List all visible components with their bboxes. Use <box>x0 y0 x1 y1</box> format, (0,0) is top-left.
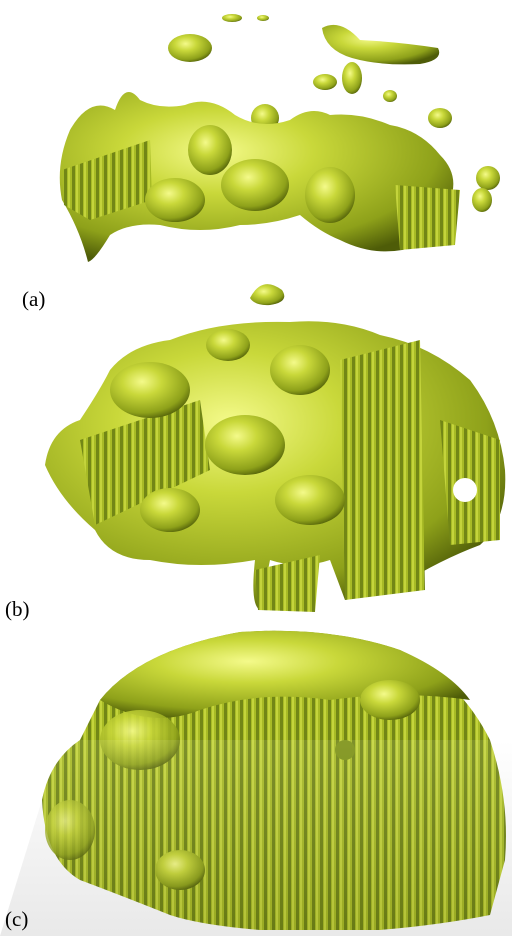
figure: (a) (b) (c) <box>0 0 512 936</box>
panel-b-render <box>45 284 505 612</box>
panel-a-render <box>60 14 500 262</box>
panel-c-render <box>0 631 512 936</box>
panel-label: (b) <box>5 597 30 621</box>
panel-label: (c) <box>5 907 28 931</box>
page: (a) (b) (c) (() => { const data = JSON.p… <box>0 0 512 936</box>
panel-label: (a) <box>22 287 45 311</box>
